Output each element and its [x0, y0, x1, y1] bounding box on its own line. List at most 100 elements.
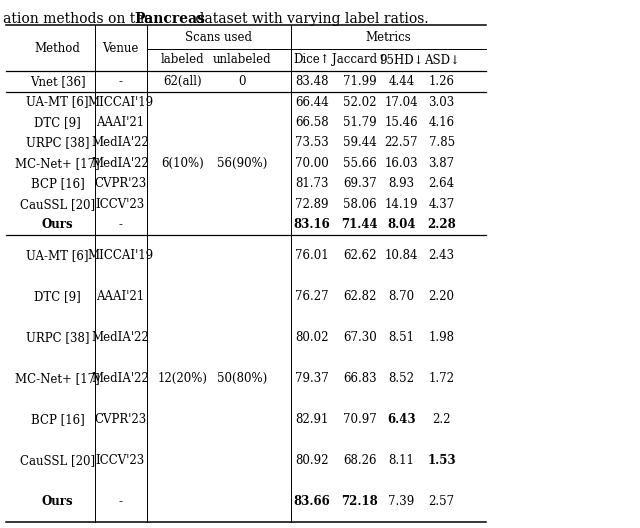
Text: BCP [16]: BCP [16] [31, 177, 84, 191]
Text: 55.66: 55.66 [343, 157, 376, 170]
Text: 70.97: 70.97 [343, 413, 376, 426]
Text: MedIA'22: MedIA'22 [92, 157, 149, 170]
Text: 2.2: 2.2 [433, 413, 451, 426]
Text: 8.04: 8.04 [387, 218, 415, 231]
Text: UA-MT [6]: UA-MT [6] [26, 96, 89, 109]
Text: unlabeled: unlabeled [212, 53, 271, 67]
Text: 80.92: 80.92 [295, 454, 328, 467]
Text: 2.28: 2.28 [428, 218, 456, 231]
Text: 14.19: 14.19 [385, 198, 418, 211]
Text: 80.02: 80.02 [295, 331, 328, 344]
Text: 95HD↓: 95HD↓ [379, 53, 424, 67]
Text: 50(80%): 50(80%) [217, 372, 267, 385]
Text: 1.98: 1.98 [429, 331, 454, 344]
Text: -: - [118, 495, 122, 508]
Text: 67.30: 67.30 [343, 331, 376, 344]
Text: 66.44: 66.44 [295, 96, 328, 109]
Text: 66.83: 66.83 [343, 372, 376, 385]
Text: DTC [9]: DTC [9] [34, 290, 81, 303]
Text: 17.04: 17.04 [385, 96, 418, 109]
Text: Vnet [36]: Vnet [36] [30, 75, 85, 88]
Text: 81.73: 81.73 [295, 177, 328, 191]
Text: 56(90%): 56(90%) [217, 157, 267, 170]
Text: 8.70: 8.70 [388, 290, 414, 303]
Text: 15.46: 15.46 [385, 116, 418, 129]
Text: 69.37: 69.37 [343, 177, 376, 191]
Text: 51.79: 51.79 [343, 116, 376, 129]
Text: 7.39: 7.39 [388, 495, 415, 508]
Text: AAAI'21: AAAI'21 [96, 116, 145, 129]
Text: 2.43: 2.43 [429, 249, 454, 262]
Text: URPC [38]: URPC [38] [26, 331, 90, 344]
Text: Pancreas: Pancreas [134, 12, 205, 26]
Text: 7.85: 7.85 [429, 136, 454, 149]
Text: 62(all): 62(all) [163, 75, 202, 88]
Text: 6.43: 6.43 [387, 413, 415, 426]
Text: 66.58: 66.58 [295, 116, 328, 129]
Text: 76.27: 76.27 [295, 290, 328, 303]
Text: 76.01: 76.01 [295, 249, 328, 262]
Text: 71.99: 71.99 [343, 75, 376, 88]
Text: 83.16: 83.16 [293, 218, 330, 231]
Text: 72.18: 72.18 [341, 495, 378, 508]
Text: DTC [9]: DTC [9] [34, 116, 81, 129]
Text: 71.44: 71.44 [341, 218, 378, 231]
Text: 62.62: 62.62 [343, 249, 376, 262]
Text: ation methods on the: ation methods on the [3, 12, 157, 26]
Text: 0: 0 [238, 75, 246, 88]
Text: 1.53: 1.53 [428, 454, 456, 467]
Text: UA-MT [6]: UA-MT [6] [26, 249, 89, 262]
Text: 83.66: 83.66 [293, 495, 330, 508]
Text: Jaccard↑: Jaccard↑ [332, 53, 387, 67]
Text: -: - [118, 75, 122, 88]
Text: 8.52: 8.52 [388, 372, 414, 385]
Text: BCP [16]: BCP [16] [31, 413, 84, 426]
Text: ASD↓: ASD↓ [424, 53, 460, 67]
Text: 2.64: 2.64 [429, 177, 454, 191]
Text: 83.48: 83.48 [295, 75, 328, 88]
Text: CauSSL [20]: CauSSL [20] [20, 198, 95, 211]
Text: 8.11: 8.11 [388, 454, 414, 467]
Text: 4.16: 4.16 [429, 116, 454, 129]
Text: 68.26: 68.26 [343, 454, 376, 467]
Text: MedIA'22: MedIA'22 [92, 136, 149, 149]
Text: CVPR'23: CVPR'23 [94, 413, 147, 426]
Text: 70.00: 70.00 [295, 157, 328, 170]
Text: Ours: Ours [42, 218, 74, 231]
Text: MICCAI'19: MICCAI'19 [87, 249, 154, 262]
Text: 79.37: 79.37 [295, 372, 328, 385]
Text: 73.53: 73.53 [295, 136, 328, 149]
Text: AAAI'21: AAAI'21 [96, 290, 145, 303]
Text: MedIA'22: MedIA'22 [92, 372, 149, 385]
Text: 72.89: 72.89 [295, 198, 328, 211]
Text: 3.87: 3.87 [429, 157, 454, 170]
Text: 4.44: 4.44 [388, 75, 415, 88]
Text: MICCAI'19: MICCAI'19 [87, 96, 154, 109]
Text: 16.03: 16.03 [385, 157, 418, 170]
Text: 59.44: 59.44 [343, 136, 376, 149]
Text: ICCV'23: ICCV'23 [96, 454, 145, 467]
Text: 22.57: 22.57 [385, 136, 418, 149]
Text: 4.37: 4.37 [428, 198, 455, 211]
Text: Metrics: Metrics [365, 31, 412, 44]
Text: MC-Net+ [17]: MC-Net+ [17] [15, 372, 100, 385]
Text: MC-Net+ [17]: MC-Net+ [17] [15, 157, 100, 170]
Text: 10.84: 10.84 [385, 249, 418, 262]
Text: Dice↑: Dice↑ [293, 53, 330, 67]
Text: URPC [38]: URPC [38] [26, 136, 90, 149]
Text: CauSSL [20]: CauSSL [20] [20, 454, 95, 467]
Text: 8.51: 8.51 [388, 331, 414, 344]
Text: 62.82: 62.82 [343, 290, 376, 303]
Text: -: - [118, 218, 122, 231]
Text: 1.72: 1.72 [429, 372, 454, 385]
Text: 8.93: 8.93 [388, 177, 414, 191]
Text: 58.06: 58.06 [343, 198, 376, 211]
Text: labeled: labeled [161, 53, 204, 67]
Text: 2.20: 2.20 [429, 290, 454, 303]
Text: 12(20%): 12(20%) [157, 372, 207, 385]
Text: Scans used: Scans used [186, 31, 252, 44]
Text: Ours: Ours [42, 495, 74, 508]
Text: 82.91: 82.91 [295, 413, 328, 426]
Text: 3.03: 3.03 [428, 96, 455, 109]
Text: Venue: Venue [102, 42, 138, 54]
